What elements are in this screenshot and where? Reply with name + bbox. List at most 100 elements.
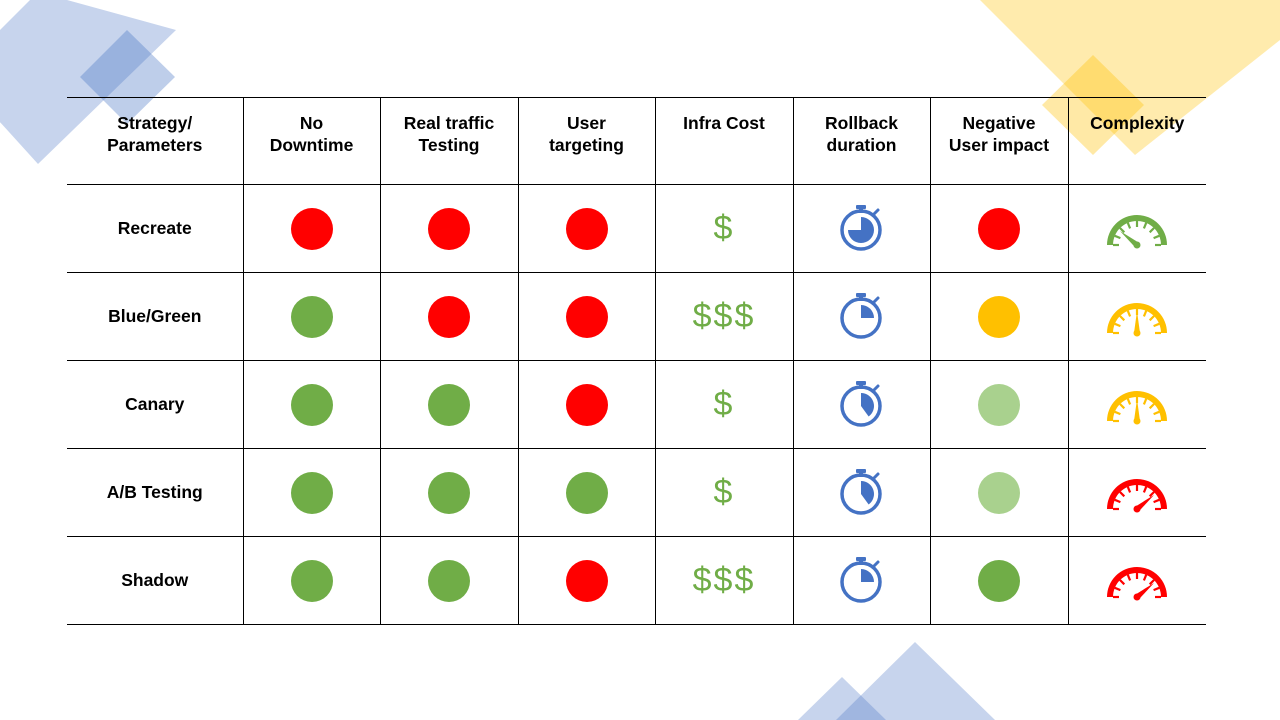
user-impact-cell: [929, 272, 1069, 361]
gauge-icon-high: [1107, 478, 1168, 512]
no-downtime-cell: [242, 448, 381, 537]
rollback-cell: [792, 184, 931, 273]
user-impact-cell: [929, 360, 1069, 449]
yellow-status-dot: [978, 295, 1020, 338]
complexity-cell: [1067, 360, 1206, 449]
no-downtime-cell: [242, 272, 381, 361]
stopwatch-icon: [839, 380, 882, 427]
no-downtime-cell: [242, 184, 381, 273]
green-status-dot: [290, 383, 333, 426]
red-status-dot: [565, 383, 608, 426]
infra-cost-cell: $: [654, 184, 794, 273]
stopwatch-icon: [839, 556, 882, 603]
header-real-traffic-label: Real traffic Testing: [403, 113, 495, 155]
infra-cost-value: $: [713, 209, 735, 247]
no-downtime-cell: [242, 360, 381, 449]
strategy-cell: Shadow: [67, 536, 244, 625]
gauge-icon-medium: [1107, 302, 1168, 336]
header-no-downtime-label: No Downtime: [269, 113, 354, 155]
real-traffic-cell: [379, 536, 519, 625]
green-status-dot: [428, 383, 470, 426]
user-targeting-cell: [517, 272, 656, 361]
light-green-status-dot: [978, 471, 1020, 514]
header-complexity: Complexity: [1067, 97, 1206, 185]
infra-cost-cell: $$$: [654, 272, 794, 361]
green-status-dot: [290, 471, 333, 514]
strategy-cell: Canary: [67, 360, 244, 449]
complexity-cell: [1067, 448, 1206, 537]
green-status-dot: [978, 559, 1020, 602]
red-status-dot: [565, 295, 608, 338]
red-status-dot: [978, 207, 1020, 250]
header-user-targeting: User targeting: [517, 97, 656, 185]
strategy-label: Shadow: [121, 570, 189, 590]
table-row: Blue/Green $$$: [67, 272, 1206, 361]
rollback-cell: [792, 360, 931, 449]
stopwatch-icon: [839, 292, 882, 339]
red-status-dot: [565, 559, 608, 602]
infra-cost-cell: $: [654, 448, 794, 537]
real-traffic-cell: [379, 272, 519, 361]
real-traffic-cell: [379, 448, 519, 537]
stopwatch-icon: [839, 204, 882, 251]
header-user-impact-label: Negative User impact: [948, 113, 1050, 155]
header-complexity-label: Complexity: [1090, 113, 1185, 133]
green-status-dot: [290, 295, 333, 338]
strategy-cell: Blue/Green: [67, 272, 244, 361]
real-traffic-cell: [379, 184, 519, 273]
complexity-cell: [1067, 184, 1206, 273]
header-rollback-label: Rollback duration: [825, 113, 898, 155]
no-downtime-cell: [242, 536, 381, 625]
complexity-cell: [1067, 272, 1206, 361]
stopwatch-icon: [839, 468, 882, 515]
user-targeting-cell: [517, 184, 656, 273]
green-status-dot: [290, 559, 333, 602]
user-targeting-cell: [517, 536, 656, 625]
gauge-icon-low: [1107, 214, 1168, 248]
header-strategy-label: Strategy/ Parameters: [107, 113, 203, 155]
red-status-dot: [428, 295, 470, 338]
strategy-cell: A/B Testing: [67, 448, 244, 537]
real-traffic-cell: [379, 360, 519, 449]
table-row: Shadow $$$: [67, 536, 1206, 625]
table-row: Canary $: [67, 360, 1206, 449]
header-infra-cost: Infra Cost: [654, 97, 794, 185]
decor-bottom: [798, 642, 995, 720]
infra-cost-value: $: [713, 385, 735, 423]
header-real-traffic: Real traffic Testing: [379, 97, 519, 185]
header-infra-cost-label: Infra Cost: [683, 113, 765, 133]
red-status-dot: [565, 207, 608, 250]
user-impact-cell: [929, 184, 1069, 273]
infra-cost-cell: $$$: [654, 536, 794, 625]
user-impact-cell: [929, 448, 1069, 537]
infra-cost-value: $$$: [692, 561, 756, 599]
rollback-cell: [792, 272, 931, 361]
rollback-cell: [792, 536, 931, 625]
deployment-strategy-table: Strategy/ Parameters No Downtime Real tr…: [67, 97, 1206, 625]
rollback-cell: [792, 448, 931, 537]
green-status-dot: [565, 471, 608, 514]
strategy-label: Canary: [125, 394, 185, 414]
header-no-downtime: No Downtime: [242, 97, 381, 185]
header-user-targeting-label: User targeting: [549, 113, 624, 155]
user-targeting-cell: [517, 360, 656, 449]
user-targeting-cell: [517, 448, 656, 537]
green-status-dot: [428, 559, 470, 602]
complexity-cell: [1067, 536, 1206, 625]
light-green-status-dot: [978, 383, 1020, 426]
green-status-dot: [428, 471, 470, 514]
gauge-icon-medium: [1107, 390, 1168, 424]
header-strategy: Strategy/ Parameters: [67, 97, 244, 185]
red-status-dot: [290, 207, 333, 250]
header-row: Strategy/ Parameters No Downtime Real tr…: [67, 97, 1206, 185]
strategy-label: A/B Testing: [106, 482, 203, 502]
user-impact-cell: [929, 536, 1069, 625]
infra-cost-cell: $: [654, 360, 794, 449]
header-user-impact: Negative User impact: [929, 97, 1069, 185]
strategy-cell: Recreate: [67, 184, 244, 273]
gauge-icon-high: [1107, 566, 1168, 600]
infra-cost-value: $$$: [692, 297, 756, 335]
table-row: Recreate $: [67, 184, 1206, 273]
header-rollback: Rollback duration: [792, 97, 931, 185]
strategy-label: Blue/Green: [108, 306, 202, 326]
